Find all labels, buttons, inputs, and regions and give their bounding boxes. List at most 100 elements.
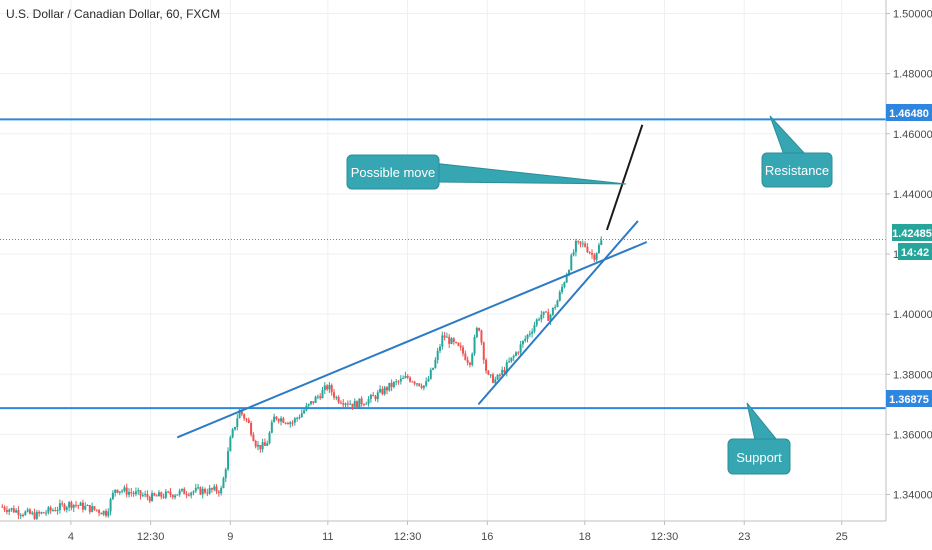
candle-body-126 <box>291 422 294 424</box>
candle-body-18 <box>42 512 45 514</box>
candle-body-132 <box>305 405 308 411</box>
candle-body-30 <box>70 502 73 508</box>
candle-body-1 <box>3 507 6 510</box>
candle-body-22 <box>51 510 54 512</box>
candle-body-21 <box>49 507 52 511</box>
candle-body-46 <box>107 511 110 516</box>
y-tick-label-6: 1.38000 <box>893 369 932 381</box>
trendline-possible-move <box>605 124 644 231</box>
candle-body-172 <box>397 381 400 383</box>
candle-body-150 <box>346 403 349 405</box>
resistance-price-badge: 1.46480 <box>886 104 932 121</box>
candle-body-189 <box>436 350 439 360</box>
candle-body-157 <box>362 404 365 406</box>
candle-body-117 <box>270 422 273 433</box>
candle-body-219 <box>505 362 508 373</box>
candle-body-106 <box>245 418 248 420</box>
candle-body-47 <box>109 499 112 512</box>
support-callout[interactable]: Support <box>727 402 791 475</box>
candle-body-5 <box>12 508 15 513</box>
candle-body-63 <box>146 494 149 498</box>
candle-body-250 <box>577 240 580 242</box>
candle-body-191 <box>441 335 444 347</box>
candle-body-113 <box>261 442 264 450</box>
candle-body-188 <box>434 359 437 368</box>
candle-body-257 <box>593 254 596 260</box>
candle-body-52 <box>121 490 124 492</box>
price-axis-panel[interactable] <box>886 0 932 521</box>
candle-body-60 <box>139 490 142 496</box>
candle-body-24 <box>56 510 59 512</box>
candle-body-58 <box>134 491 137 494</box>
candle-body-190 <box>438 346 441 351</box>
candle-body-98 <box>227 451 230 470</box>
candle-body-174 <box>402 377 405 379</box>
candle-body-77 <box>178 490 181 495</box>
candle-body-36 <box>84 505 87 510</box>
candle-body-228 <box>526 334 529 339</box>
candle-body-136 <box>314 396 317 403</box>
candle-body-23 <box>54 510 57 512</box>
candle-body-143 <box>330 385 333 393</box>
candle-body-254 <box>586 246 589 252</box>
candle-body-216 <box>498 374 501 376</box>
candle-body-224 <box>517 352 520 354</box>
candle-body-196 <box>452 338 455 342</box>
candle-body-244 <box>563 282 566 287</box>
candle-body-208 <box>480 330 483 343</box>
candle-body-15 <box>35 511 38 519</box>
candle-body-133 <box>307 403 310 406</box>
candle-body-170 <box>392 382 395 387</box>
candle-body-220 <box>508 361 511 363</box>
candle-body-71 <box>164 491 167 498</box>
candle-body-35 <box>81 502 84 510</box>
x-tick-label-5: 16 <box>481 531 493 543</box>
candle-body-97 <box>224 469 227 479</box>
candle-body-169 <box>390 382 393 387</box>
y-tick-label-7: 1.36000 <box>893 429 932 441</box>
candle-body-34 <box>79 502 82 506</box>
candle-body-78 <box>180 488 183 491</box>
candle-body-156 <box>360 398 363 405</box>
candle-body-54 <box>125 487 128 495</box>
candle-body-243 <box>561 286 564 293</box>
candle-body-29 <box>68 502 71 508</box>
candle-body-70 <box>162 496 165 498</box>
candle-body-26 <box>61 503 64 505</box>
candle-body-91 <box>210 488 213 490</box>
candle-body-238 <box>549 314 552 321</box>
candle-body-39 <box>91 506 94 512</box>
candle-body-65 <box>151 493 154 502</box>
candle-body-76 <box>176 494 179 496</box>
candle-body-56 <box>130 492 133 494</box>
candle-body-258 <box>595 253 598 260</box>
candle-body-68 <box>157 492 160 497</box>
candle-body-233 <box>538 319 541 321</box>
candle-body-101 <box>233 426 236 430</box>
candle-body-135 <box>312 401 315 403</box>
candle-body-226 <box>521 340 524 345</box>
candle-body-142 <box>328 385 331 390</box>
candle-body-225 <box>519 344 522 353</box>
candle-body-11 <box>26 509 29 512</box>
candle-body-144 <box>333 392 336 398</box>
candle-body-149 <box>344 403 347 405</box>
candle-body-234 <box>540 314 543 320</box>
candle-body-139 <box>321 390 324 399</box>
candle-body-4 <box>10 508 13 510</box>
y-tick-label-3: 1.44000 <box>893 189 932 201</box>
candle-body-72 <box>167 491 170 493</box>
resistance-callout[interactable]: Resistance <box>761 115 833 188</box>
candle-body-86 <box>199 487 202 495</box>
possible-move-callout[interactable]: Possible move <box>346 154 627 190</box>
candle-body-161 <box>372 394 375 397</box>
candle-body-28 <box>65 507 68 510</box>
candle-body-79 <box>183 488 186 495</box>
candle-body-81 <box>187 494 190 496</box>
chart-grid <box>0 0 886 521</box>
candle-body-155 <box>358 398 361 408</box>
candle-body-100 <box>231 429 234 438</box>
candle-body-92 <box>213 486 216 490</box>
candle-body-85 <box>197 487 200 489</box>
